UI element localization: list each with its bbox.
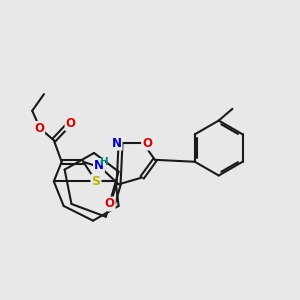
Text: O: O <box>105 197 115 211</box>
Text: O: O <box>142 136 152 150</box>
Text: O: O <box>65 117 76 130</box>
Text: S: S <box>92 175 100 188</box>
Text: N: N <box>94 159 104 172</box>
Text: O: O <box>34 122 44 135</box>
Text: H: H <box>100 157 109 167</box>
Text: N: N <box>112 136 122 150</box>
